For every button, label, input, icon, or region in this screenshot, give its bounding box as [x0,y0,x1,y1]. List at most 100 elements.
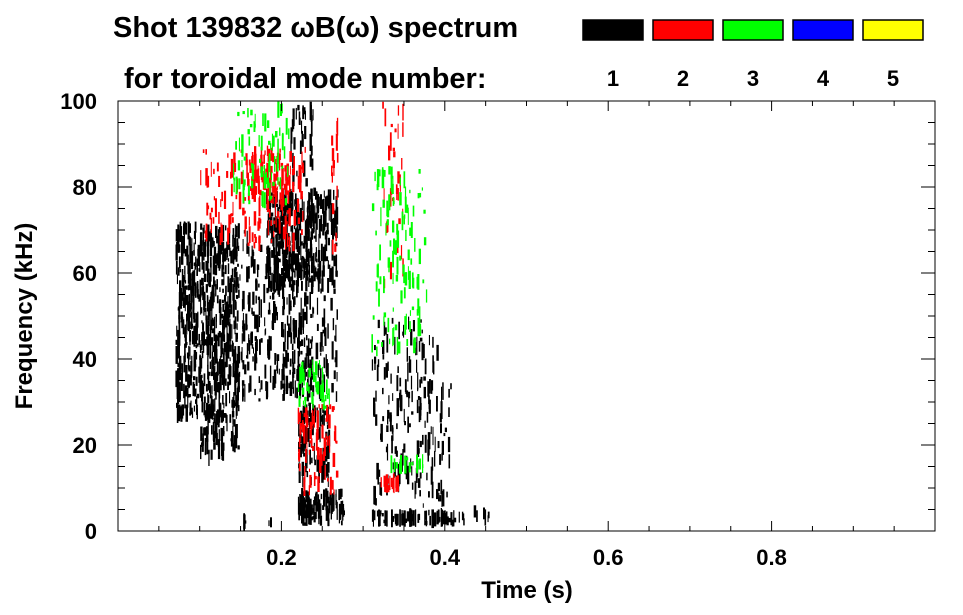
spectral-mark [203,373,206,387]
spectral-mark [286,297,288,305]
spectral-mark [303,107,306,115]
spectral-mark [396,423,398,430]
spectral-mark [473,505,477,518]
spectral-mark [180,406,182,417]
spectral-mark [332,160,335,169]
spectral-mark [241,347,243,363]
spectral-mark [223,334,226,343]
spectral-mark [321,456,324,470]
spectral-mark [403,287,406,299]
legend-swatch-mode-4 [792,19,854,41]
spectral-mark [288,236,291,252]
spectral-mark [297,175,300,190]
spectral-mark [283,374,285,388]
spectral-mark [268,335,271,348]
spectral-mark [376,462,379,480]
spectral-mark [386,334,389,353]
spectral-mark [335,206,339,225]
spectral-mark [224,265,227,275]
spectral-mark [315,375,317,388]
spectral-mark [327,237,330,246]
spectral-mark [289,165,291,175]
spectral-mark [448,517,451,523]
spectral-mark [309,449,311,465]
spectral-mark [200,426,203,441]
spectral-mark [326,490,329,504]
spectral-mark [296,216,298,226]
spectral-mark [258,217,261,229]
spectral-mark [296,237,300,248]
spectral-mark [190,400,192,415]
spectral-mark [228,308,231,318]
spectral-mark [325,418,328,422]
spectral-mark [313,500,315,516]
spectral-mark [250,162,253,169]
spectral-mark [275,228,278,232]
spectral-mark [241,134,244,153]
spectral-mark [309,375,313,391]
spectral-mark [264,364,267,379]
spectral-mark [313,496,316,506]
spectral-mark [221,224,225,242]
spectral-mark [269,251,271,268]
spectral-mark [325,505,329,521]
spectral-mark [322,265,325,277]
spectral-mark [229,414,232,423]
spectral-mark [305,371,308,377]
spectral-mark [272,181,275,186]
spectral-mark [441,491,443,507]
spectral-mark [323,374,326,393]
spectral-mark [250,333,253,346]
spectral-mark [377,472,380,485]
spectral-mark [277,177,279,185]
spectral-mark [327,278,330,293]
spectral-mark [274,353,277,365]
spectral-mark [273,173,276,187]
spectral-mark [209,327,211,331]
spectral-mark [286,353,288,357]
spectral-mark [281,369,283,387]
spectral-mark [311,158,314,171]
series-mode-2 [200,101,404,496]
spectral-mark [392,272,394,284]
spectral-mark [275,238,278,254]
spectral-mark [392,393,394,401]
spectral-mark [399,192,402,206]
spectral-mark [316,271,318,279]
spectral-mark [300,327,302,332]
spectral-mark [292,152,294,166]
spectral-mark [247,361,250,371]
spectral-mark [447,436,451,453]
spectral-mark [267,261,270,278]
spectral-mark [194,327,196,336]
spectral-mark [216,335,219,341]
spectral-mark [309,265,311,272]
spectral-mark [177,368,180,385]
spectral-mark [397,171,400,184]
spectral-mark [303,372,305,386]
spectral-mark [394,446,397,454]
spectral-mark [267,309,271,315]
spectral-mark [331,480,334,490]
spectral-mark [335,489,337,497]
spectral-mark [407,249,410,261]
spectral-mark [316,410,319,429]
spectral-mark [301,387,305,395]
spectral-mark [193,325,196,331]
spectral-mark [270,519,272,527]
spectral-mark [310,423,313,430]
spectral-mark [430,426,432,435]
spectral-mark [210,161,212,177]
spectral-mark [305,274,308,292]
spectral-mark [387,257,391,268]
spectral-mark [377,339,380,344]
spectral-mark [297,351,300,364]
spectral-mark [336,153,339,163]
spectral-mark [273,230,275,238]
spectral-mark [175,229,178,242]
spectral-mark [297,358,299,371]
spectral-mark [176,379,179,387]
spectral-mark [292,251,295,266]
spectral-mark [411,482,414,490]
